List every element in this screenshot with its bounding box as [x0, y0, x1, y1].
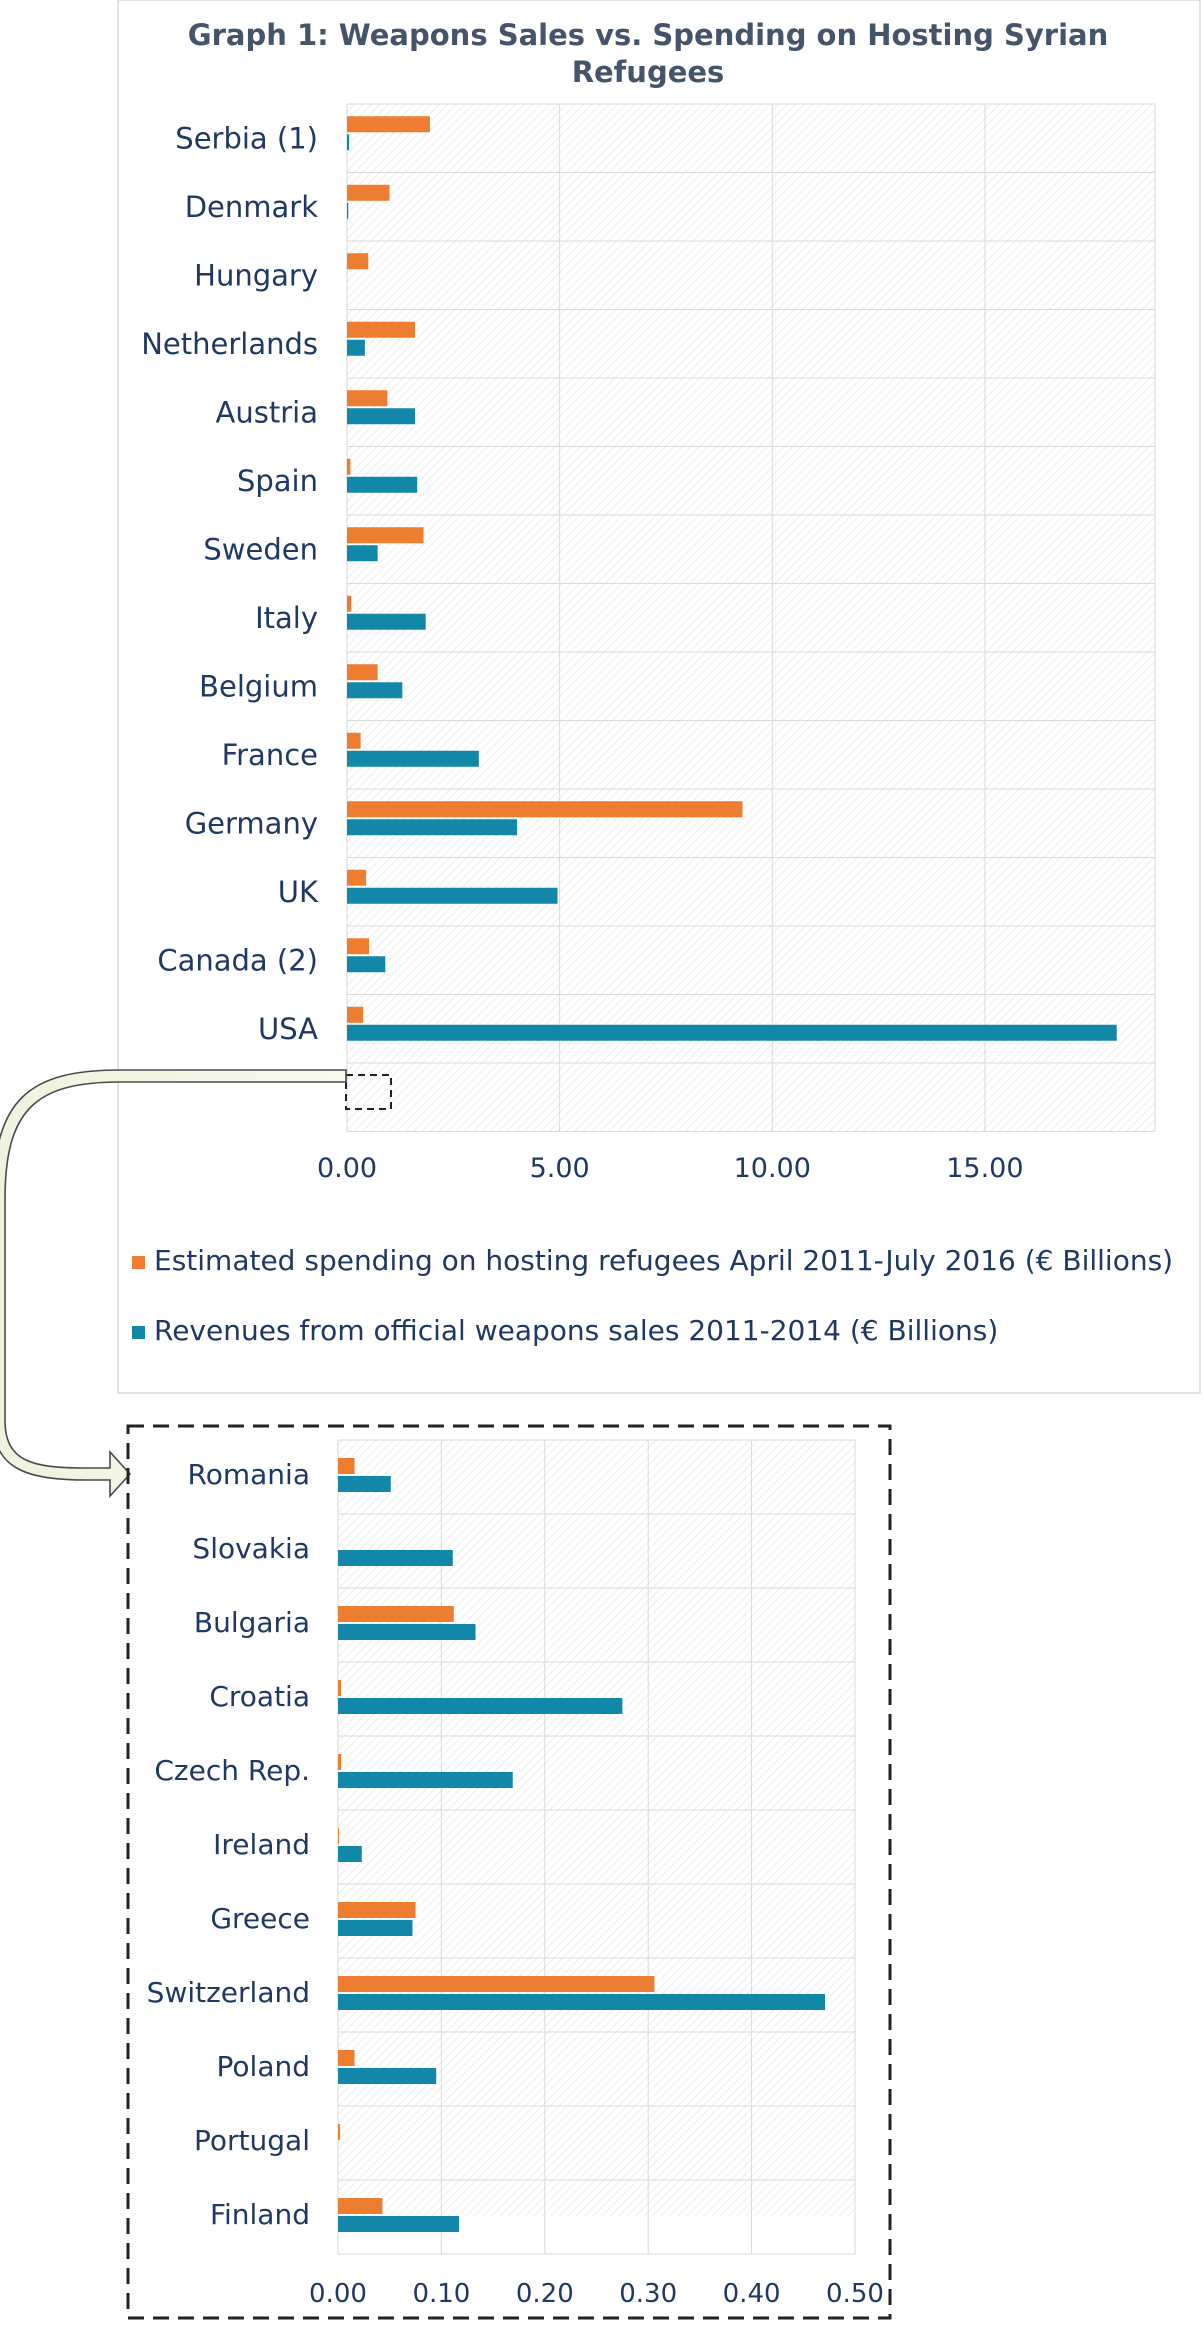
bar-weapons-canada-2 — [347, 956, 386, 973]
bar-weapons-switzerland — [338, 1994, 826, 2010]
bar-weapons-spain — [347, 476, 418, 493]
bar-spending-ireland — [338, 1828, 340, 1844]
category-label: Denmark — [185, 190, 318, 224]
legend-swatch-spending — [132, 1256, 145, 1269]
x-tick-label: 0.00 — [309, 2279, 367, 2309]
category-label: Ireland — [213, 1828, 310, 1861]
category-label: Poland — [217, 2050, 310, 2083]
bar-spending-portugal — [338, 2124, 341, 2140]
bar-spending-croatia — [338, 1680, 342, 1696]
bar-weapons-france — [347, 750, 479, 767]
bar-spending-germany — [347, 801, 743, 818]
legend-swatch-weapons — [132, 1326, 145, 1339]
category-label: Finland — [210, 2198, 310, 2231]
category-label: Hungary — [194, 258, 318, 292]
bar-weapons-denmark — [347, 202, 349, 219]
bar-weapons-italy — [347, 613, 426, 630]
bar-weapons-ireland — [338, 1846, 362, 1862]
bar-spending-netherlands — [347, 321, 416, 338]
bar-spending-italy — [347, 595, 352, 612]
bar-weapons-romania — [338, 1476, 391, 1492]
category-label: Bulgaria — [194, 1606, 310, 1639]
bar-spending-poland — [338, 2050, 355, 2066]
category-label: Czech Rep. — [154, 1754, 310, 1787]
bar-spending-finland — [338, 2198, 383, 2214]
category-label: Romania — [188, 1458, 310, 1491]
x-tick-label: 0.10 — [412, 2279, 470, 2309]
chart1-title-line2: Refugees — [572, 55, 725, 89]
bar-weapons-croatia — [338, 1698, 623, 1714]
bar-spending-romania — [338, 1458, 355, 1474]
bar-weapons-usa — [347, 1024, 1117, 1041]
bar-spending-greece — [338, 1902, 416, 1918]
bar-spending-canada-2 — [347, 938, 370, 955]
chart2-frame — [126, 1424, 892, 2320]
bar-weapons-finland — [338, 2216, 459, 2232]
category-label: Germany — [185, 806, 318, 840]
bar-spending-serbia-1 — [347, 116, 430, 133]
x-tick-label: 0.20 — [516, 2279, 574, 2309]
category-label: Slovakia — [192, 1532, 310, 1565]
category-label: Croatia — [209, 1680, 310, 1713]
x-tick-label: 0.50 — [826, 2279, 884, 2309]
bar-weapons-bulgaria — [338, 1624, 476, 1640]
bar-spending-bulgaria — [338, 1606, 454, 1622]
category-label: USA — [258, 1012, 318, 1046]
bar-spending-hungary — [347, 253, 369, 270]
bar-weapons-poland — [338, 2068, 437, 2084]
x-tick-label: 15.00 — [946, 1153, 1023, 1184]
bar-spending-usa — [347, 1006, 364, 1023]
category-label: Spain — [237, 464, 318, 498]
bar-weapons-belgium — [347, 682, 403, 699]
category-label: Netherlands — [141, 327, 318, 361]
bar-weapons-uk — [347, 887, 558, 904]
bar-weapons-czech-rep — [338, 1772, 513, 1788]
bar-spending-switzerland — [338, 1976, 655, 1992]
bar-weapons-serbia-1 — [347, 134, 350, 151]
category-label: Austria — [216, 395, 318, 429]
bar-spending-sweden — [347, 527, 424, 544]
category-label: Italy — [255, 601, 318, 635]
x-tick-label: 0.40 — [723, 2279, 781, 2309]
bar-weapons-germany — [347, 819, 518, 836]
category-label: Canada (2) — [157, 943, 318, 977]
bar-weapons-netherlands — [347, 339, 365, 356]
x-tick-label: 10.00 — [734, 1153, 811, 1184]
x-tick-label: 0.30 — [619, 2279, 677, 2309]
bar-spending-uk — [347, 869, 367, 886]
category-label: Belgium — [199, 669, 318, 703]
category-label: Serbia (1) — [175, 121, 318, 155]
category-label: Greece — [210, 1902, 310, 1935]
bar-weapons-greece — [338, 1920, 413, 1936]
category-label: Sweden — [203, 532, 318, 566]
bar-spending-france — [347, 732, 361, 749]
chart2-plot-area — [338, 1440, 855, 2216]
x-tick-label: 5.00 — [530, 1153, 590, 1184]
legend-label-spending: Estimated spending on hosting refugees A… — [154, 1244, 1173, 1277]
x-tick-label: 0.00 — [317, 1153, 377, 1184]
chart1-title-line1: Graph 1: Weapons Sales vs. Spending on H… — [188, 18, 1108, 52]
bar-spending-spain — [347, 458, 351, 475]
zoom-connector-arrow — [0, 1069, 347, 1499]
category-label: France — [222, 738, 318, 772]
chart1-legend: Estimated spending on hosting refugees A… — [132, 1244, 1173, 1347]
bar-weapons-sweden — [347, 545, 378, 562]
zoom-source-box — [345, 1074, 392, 1110]
bar-spending-czech-rep — [338, 1754, 342, 1770]
category-label: Switzerland — [147, 1976, 310, 2009]
legend-label-weapons: Revenues from official weapons sales 201… — [154, 1314, 998, 1347]
chart1-plot-area — [346, 104, 1154, 1132]
category-label: UK — [278, 875, 319, 909]
bar-weapons-slovakia — [338, 1550, 453, 1566]
bar-weapons-austria — [347, 408, 416, 425]
bar-spending-austria — [347, 390, 388, 407]
category-label: Portugal — [194, 2124, 310, 2157]
bar-spending-belgium — [347, 664, 378, 681]
bar-spending-denmark — [347, 184, 390, 201]
